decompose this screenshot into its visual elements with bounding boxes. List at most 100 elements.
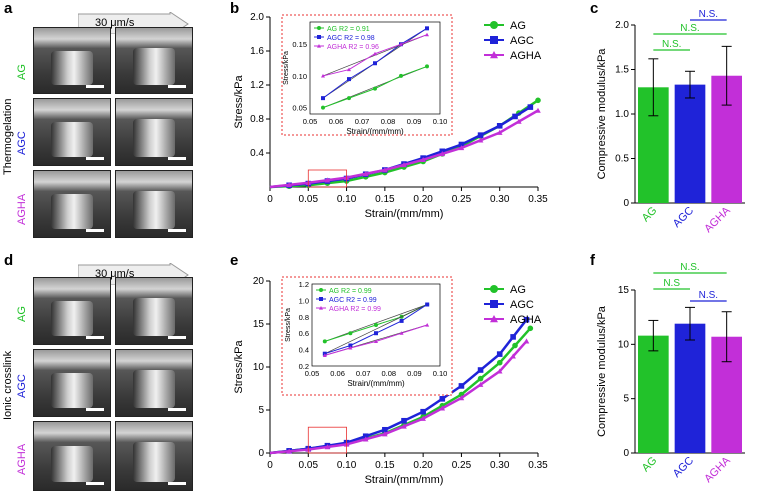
stress-strain-chart-b: 0 0.05 0.10 0.15 0.20 0.25 0.30 0.35 0.4 0.8 1.2 1.… [233,12,548,220]
y-tick-label: 2.0 [250,12,264,23]
y-tick-label: 10 [618,339,630,350]
inset-x-axis-label: Strain/(mm/mm) [346,127,404,136]
legend-label-agc: AGC [510,35,534,47]
x-tick-label: 0.30 [490,460,510,471]
sample-label-ag-bottom: AG [16,306,28,322]
inset-data-point-ag [347,96,351,101]
data-point-agc [477,132,484,138]
data-point-agha [510,353,516,359]
data-point-agc [523,316,530,323]
y-axis-label: Compressive modulus/kPa [596,305,608,437]
y-axis-label: Stress/kPa [233,340,245,394]
arrow-label-top: 30 μm/s [95,17,135,29]
photo-agha-thermo-after [115,170,193,238]
inset-legend-marker [317,35,321,39]
inset-data-point-agha [374,339,378,343]
inset-data-point-ag [399,73,403,78]
inset-data-point-agha [347,67,351,72]
data-point-agha [324,177,331,183]
data-point-ag [477,375,484,382]
data-point-agha [496,368,503,374]
inset-axes-box [309,21,441,115]
inset-y-tick-label: 0.05 [292,104,307,113]
y-tick-label: 1.5 [615,65,629,76]
inset-x-tick-label: 0.05 [303,117,318,126]
x-tick-label: 0.10 [337,460,357,471]
category-label-agc: AGC [671,205,696,230]
legend-marker-agha [490,51,498,59]
inset-data-point-agc [425,302,430,307]
category-label-agha: AGHA [702,204,733,235]
data-point-agha [382,167,388,173]
inset-x-tick-label: 0.07 [355,117,370,126]
sample-label-agc-top: AGC [16,131,28,155]
bar-agc [674,84,706,203]
data-point-agha [523,338,530,344]
data-point-agha [420,157,426,163]
data-point-agha [477,137,484,143]
inset-y-tick-label: 0.4 [299,346,309,355]
photo-agha-thermo-before [33,170,111,238]
legend-marker-agha [490,315,498,323]
inset-x-tick-label: 0.10 [433,369,448,378]
data-point-agha [516,118,522,124]
x-axis-label: Strain/(mm/mm) [365,474,444,486]
inset-frame [281,276,453,396]
photo-agc-ionic-after [115,349,193,417]
data-point-agc [439,396,446,402]
data-point-agha [439,151,446,157]
sample-label-agha-bottom: AGHA [16,443,28,475]
legend-label-agc: AGC [510,299,534,311]
y-tick-label: 0.4 [250,148,264,159]
sample-label-agha-top: AGHA [16,193,28,225]
panel-c-letter: c [590,0,599,17]
modulus-bar-chart-f: 0 5 10 15 Compressive modulus/kPa AG AGC AGHA N.… [596,262,745,485]
x-tick-label: 0.15 [375,194,395,205]
x-tick-label: 0.15 [375,460,395,471]
inset-fit-line-agc [324,304,428,355]
inset-legend-marker [317,26,321,30]
x-tick-label: 0.10 [337,194,357,205]
significance-label: N.S [663,278,680,289]
inset-legend-label: AG R2 = 0.99 [329,288,372,295]
inset-x-tick-label: 0.05 [305,369,320,378]
photo-agc-thermo-before [33,98,111,166]
inset-x-tick-label: 0.06 [329,117,344,126]
sample-label-agc-bottom: AGC [16,374,28,398]
data-point-ag [527,325,534,332]
row-label-thermogelation: Thermogelation [2,98,14,175]
significance-label: N.S. [699,9,718,20]
inset-x-tick-label: 0.08 [381,117,396,126]
inset-y-tick-label: 0.8 [299,313,309,322]
data-point-agha [458,145,465,151]
stress-strain-chart-e: 0 0.05 0.10 0.15 0.20 0.25 0.30 0.35 0 5 10 15 20 Str… [233,276,548,486]
inset-legend-label: AGHA R2 = 0.96 [327,44,379,51]
photo-ag-ionic-after [115,277,193,345]
inset-legend-marker [317,44,321,48]
data-point-agha [401,423,407,429]
x-axis-label: Strain/(mm/mm) [365,208,444,220]
data-point-agc [496,351,503,357]
panel-a-letter: a [4,0,13,17]
inset-data-point-agha [348,345,353,350]
inset-legend-marker [319,297,323,301]
x-tick-label: 0.25 [452,194,472,205]
y-tick-label: 15 [618,285,630,296]
y-axis-label: Stress/kPa [233,75,245,129]
inset-data-point-agha [399,331,404,335]
photo-agha-ionic-after [115,421,193,491]
data-point-ag [535,97,541,104]
inset-y-tick-label: 0.6 [299,329,309,338]
data-point-agha [420,415,426,421]
data-point-agha [439,405,446,411]
inset-y-axis-label: Stress/kPa [283,51,290,85]
y-tick-label: 5 [258,405,264,416]
y-tick-label: 0 [258,448,264,459]
x-tick-label: 0.35 [528,460,548,471]
y-tick-label: 0 [623,448,629,459]
inset-y-axis-label: Stress/kPa [285,308,292,342]
photo-agha-ionic-before [33,421,111,491]
y-tick-label: 10 [253,362,265,373]
inset-x-tick-label: 0.07 [356,369,371,378]
inset-data-point-ag [425,64,429,69]
